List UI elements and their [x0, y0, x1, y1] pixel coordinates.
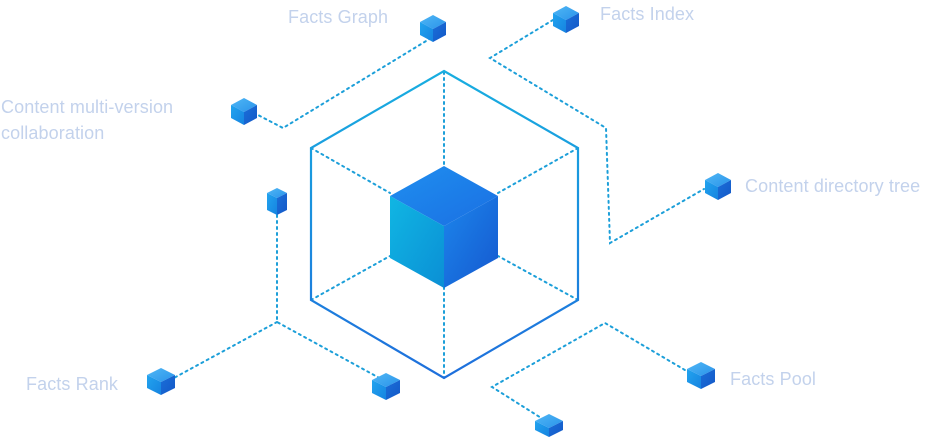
node-facts-pool — [687, 362, 715, 389]
label-facts-index: Facts Index — [600, 4, 695, 24]
node-left-unlabeled — [267, 188, 287, 215]
node-content-multi-version — [231, 98, 257, 125]
node-facts-rank — [147, 368, 175, 395]
label-content-directory-tree: Content directory tree — [745, 176, 921, 196]
node-bottom-left-unlabeled — [372, 373, 400, 400]
small-cube-icon — [372, 373, 400, 400]
node-bottom-right-unlabeled — [535, 414, 563, 437]
small-cube-icon — [420, 15, 446, 42]
connector-facts-rank — [171, 321, 278, 380]
inner-line-bottom-right — [497, 255, 579, 301]
connector-facts-index — [488, 19, 705, 245]
hexagon-inner-dotted-lines — [310, 71, 579, 379]
small-cube-icon — [535, 414, 563, 437]
label-facts-rank: Facts Rank — [26, 374, 119, 394]
large-cube-left-face — [390, 196, 444, 288]
node-facts-graph — [420, 15, 446, 42]
large-cube-icon — [390, 166, 498, 288]
label-facts-graph: Facts Graph — [288, 7, 389, 27]
node-content-directory-tree — [705, 173, 731, 200]
large-cube-right-face — [444, 196, 498, 288]
small-cube-icon — [147, 368, 175, 395]
hexagon-outline — [309, 69, 580, 380]
outer-connector-lines — [171, 19, 705, 422]
small-cube-icon — [267, 188, 287, 215]
small-cube-icon — [705, 173, 731, 200]
node-facts-index — [553, 6, 579, 33]
small-cube-icon — [553, 6, 579, 33]
label-content-multi-version: Content multi-version collaboration — [1, 97, 174, 143]
inner-line-top-left — [310, 147, 391, 194]
connector-facts-pool — [490, 321, 691, 422]
connector-facts-graph — [257, 34, 437, 130]
inner-line-top-right — [497, 147, 579, 194]
inner-line-bottom-left — [310, 255, 391, 301]
small-cube-icon — [687, 362, 715, 389]
small-cube-icon — [231, 98, 257, 125]
connector-left-tree — [276, 214, 395, 387]
label-facts-pool: Facts Pool — [730, 369, 817, 389]
